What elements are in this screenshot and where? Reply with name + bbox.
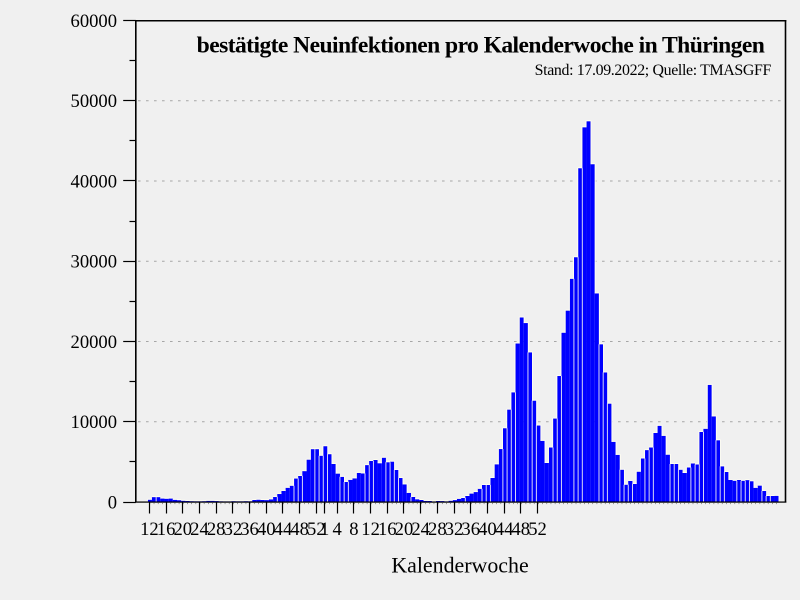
- svg-text:32: 32: [224, 519, 243, 540]
- svg-text:Stand: 17.09.2022; Quelle: TMA: Stand: 17.09.2022; Quelle: TMASGFF: [535, 62, 772, 79]
- svg-text:48: 48: [512, 519, 531, 540]
- svg-text:50000: 50000: [71, 91, 117, 112]
- svg-text:1: 1: [320, 519, 329, 540]
- svg-text:Kalenderwoche: Kalenderwoche: [391, 552, 528, 577]
- svg-text:8: 8: [349, 519, 358, 540]
- svg-text:36: 36: [240, 519, 259, 540]
- svg-text:20: 20: [173, 519, 192, 540]
- svg-text:28: 28: [207, 519, 226, 540]
- svg-text:30000: 30000: [71, 252, 117, 273]
- svg-text:24: 24: [411, 519, 430, 540]
- svg-text:20000: 20000: [71, 332, 117, 353]
- svg-text:28: 28: [428, 519, 447, 540]
- svg-text:16: 16: [157, 519, 176, 540]
- svg-text:40000: 40000: [71, 171, 117, 192]
- svg-text:40: 40: [478, 519, 497, 540]
- svg-text:44: 44: [495, 519, 514, 540]
- svg-text:0: 0: [108, 492, 117, 513]
- svg-text:48: 48: [290, 519, 309, 540]
- svg-text:36: 36: [461, 519, 480, 540]
- svg-text:44: 44: [274, 519, 293, 540]
- svg-text:bestätigte Neuinfektionen pro: bestätigte Neuinfektionen pro Kalenderwo…: [197, 33, 765, 59]
- svg-text:16: 16: [378, 519, 397, 540]
- svg-text:24: 24: [190, 519, 209, 540]
- svg-text:4: 4: [333, 519, 342, 540]
- svg-text:52: 52: [528, 519, 547, 540]
- svg-text:20: 20: [395, 519, 414, 540]
- svg-text:40: 40: [257, 519, 276, 540]
- svg-text:32: 32: [445, 519, 464, 540]
- svg-text:12: 12: [361, 519, 380, 540]
- svg-text:12: 12: [140, 519, 159, 540]
- svg-text:10000: 10000: [71, 412, 117, 433]
- svg-text:52: 52: [307, 519, 326, 540]
- svg-text:60000: 60000: [71, 11, 117, 32]
